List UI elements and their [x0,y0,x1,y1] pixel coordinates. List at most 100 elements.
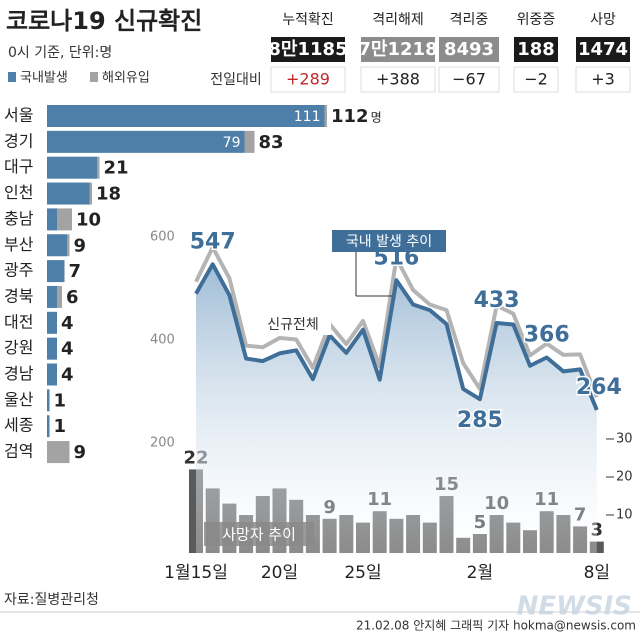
change-label: 전일대비 [210,72,262,88]
total-label: 18 [96,184,121,205]
bar-value-label: 79 [223,135,241,151]
source: 자료:질병관리청 [4,592,99,608]
bar-segment [47,415,50,438]
category-label: 광주 [4,261,33,280]
change-box [438,66,500,93]
bar-segment [47,389,50,412]
total-label: 9 [74,442,87,463]
y-tick-label: 400 [150,333,175,348]
stat-box [439,37,499,62]
stat-change: +388 [376,70,420,89]
category-label: 경남 [4,364,34,383]
category-label: 서울 [4,106,33,125]
bar-segment [47,311,57,334]
bar-segment [57,285,62,308]
bar-segment [324,105,327,127]
y-tick-label: 600 [150,230,175,245]
bar-segment [47,208,57,231]
point-label: 547 [190,229,236,254]
line [194,245,599,398]
x-tick-label: 8일 [584,563,610,583]
credit: 21.02.08 안지혜 그래픽 기자 hokma@newsis.com [356,619,636,633]
change-box [513,66,559,93]
stat-value: 1474 [578,39,628,60]
bar-segment [57,208,72,231]
unit-label: 명 [371,111,382,125]
total-label: 9 [74,235,87,256]
annotation: 사망자 추이 [222,526,296,544]
category-label: 충남 [4,209,34,228]
total-label: 4 [61,313,74,334]
bar-segment [89,182,92,205]
stat-label: 격리중 [450,12,489,28]
stat-change: −67 [452,70,486,89]
bar-segment [47,285,57,308]
x-tick-label: 1월15일 [164,563,228,583]
category-label: 울산 [4,390,34,409]
point-label: 433 [474,288,520,313]
stat-change: +3 [591,70,615,89]
stat-box [361,37,435,62]
category-label: 부산 [4,235,34,254]
category-label: 인천 [4,183,33,202]
y2-tick-label: 30 [616,432,633,447]
category-label: 대구 [4,157,33,176]
annotation-box [204,522,314,546]
stat-label: 격리해제 [372,12,424,28]
category-label: 세종 [4,416,33,435]
subtitle: 0시 기준, 단위:명 [8,45,112,61]
bar-segment [67,234,70,257]
title: 코로나19 신규확진 [6,7,202,35]
category-label: 경기 [4,131,33,150]
bar-segment [97,156,100,179]
stat-value: 8만1185 [268,39,347,60]
total-label: 4 [61,339,74,360]
y-tick-label: 200 [150,436,175,451]
total-label: 112 [331,106,369,127]
legend-label: 국내발생 [20,71,68,86]
total-label: 1 [54,416,67,437]
stat-value: 8493 [444,39,494,60]
total-label: 21 [104,158,129,179]
change-box [270,66,346,93]
stat-change: −2 [524,70,548,89]
stat-value: 7만1218 [358,39,437,60]
total-label: 6 [66,287,79,308]
area [196,264,597,553]
category-label: 대전 [4,312,33,331]
stat-change: +289 [286,70,330,89]
stat-label: 사망 [590,12,616,28]
watermark: NEWSIS [517,592,632,622]
change-box [360,66,436,93]
stat-box [271,37,345,62]
stat-label: 위중증 [517,12,556,28]
y2-tick-label: 10 [616,508,633,523]
category-label: 강원 [4,338,33,357]
stats: 누적확진 8만1185 +289 격리해제 7만1218 +388 격리중 8493 −67 위중… [268,12,631,93]
point-label: 366 [524,323,570,348]
x-tick-label: 2월 [467,563,493,583]
annotation: 신규전체 [267,317,319,333]
total-label: 10 [76,209,101,230]
annotation: 국내 발생 추이 [346,234,432,250]
legend-swatch [8,72,16,82]
stat-box [514,37,558,62]
bar-value-label: 111 [294,109,321,125]
bar-segment [244,130,255,153]
bar-segment [47,130,245,153]
stat-box [576,37,630,62]
region-chart: 서울 111 112 명경기 79 83 대구 21 인천 18 충남 10 부산 9 광주 7 경북 6 대전 4 강… [4,105,382,464]
annotation-box [332,230,446,252]
point-label: 264 [576,375,622,400]
category-label: 검역 [4,442,33,461]
legend-swatch [90,72,98,82]
bar-segment [47,363,57,386]
bar-segment [47,105,325,127]
change-box [575,66,631,93]
stat-value: 188 [517,39,555,60]
bar-segment [47,441,70,464]
point-label: 285 [457,408,503,433]
trend-chart: 2004006001020302291115510117354751628543… [150,228,633,583]
bar-segment [47,337,57,360]
